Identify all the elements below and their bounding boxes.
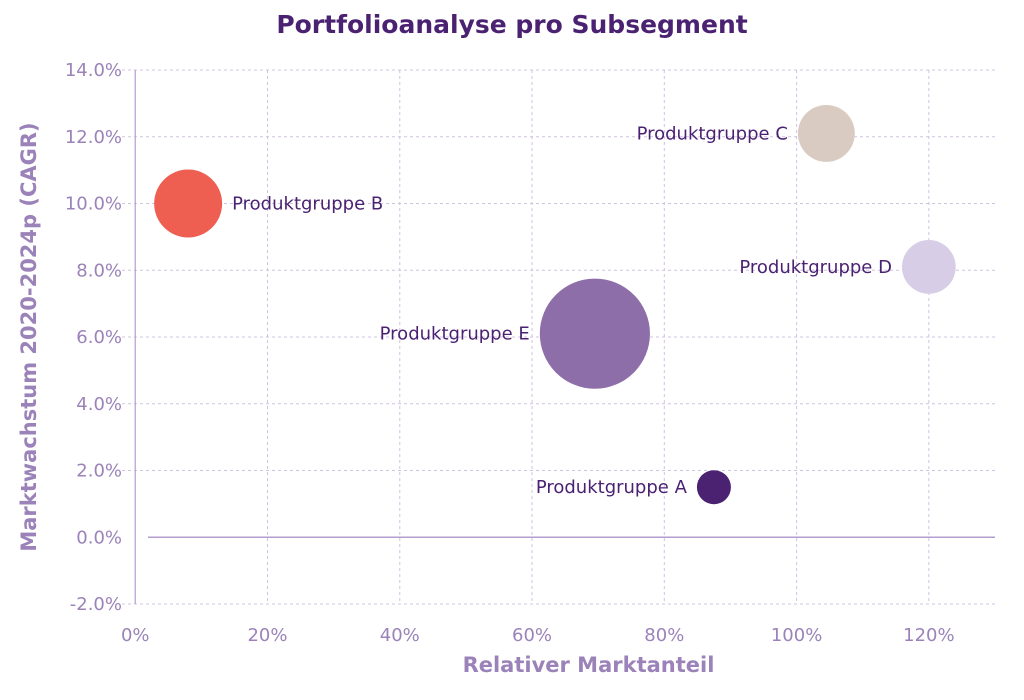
bubble[interactable] [696,470,731,505]
chart-title: Portfolioanalyse pro Subsegment [276,10,748,39]
bubble-label: Produktgruppe C [637,123,788,144]
bubble-label: Produktgruppe D [739,257,892,278]
grid-layer [122,69,995,605]
bubble[interactable] [539,278,650,389]
y-tick-label: 12.0% [65,127,122,148]
bubble-layer [154,104,956,505]
x-tick-label: 40% [380,625,420,646]
label-layer: Produktgruppe A Produktgruppe B Produktgru… [232,123,892,498]
bubble-label: Produktgruppe E [380,324,530,345]
y-tick-label: 4.0% [76,394,122,415]
y-tick-label: 14.0% [65,60,122,81]
bubble-label: Produktgruppe B [232,194,383,215]
y-tick-label: 2.0% [76,461,122,482]
x-tick-label: 0% [121,625,150,646]
y-axis-title: Marktwachstum 2020-2024p (CAGR) [17,122,41,551]
x-tick-label: 80% [644,625,684,646]
x-tick-label: 120% [903,625,954,646]
bubble[interactable] [901,240,956,294]
axis-layer: -2.0% 0.0% 2.0% 4.0% 6.0% 8.0% 10.0% 12.0% 14.0%… [65,60,995,646]
y-tick-label: 10.0% [65,194,122,215]
bubble-label: Produktgruppe A [536,477,688,498]
x-tick-label: 100% [771,625,822,646]
y-tick-label: -2.0% [70,594,122,615]
y-tick-label: 6.0% [76,327,122,348]
x-tick-label: 60% [512,625,552,646]
x-axis-title: Relativer Marktanteil [463,653,715,677]
x-tick-label: 20% [247,625,287,646]
bubble[interactable] [154,169,223,238]
bubble[interactable] [797,104,855,162]
y-tick-label: 0.0% [76,527,122,548]
y-tick-label: 8.0% [76,260,122,281]
